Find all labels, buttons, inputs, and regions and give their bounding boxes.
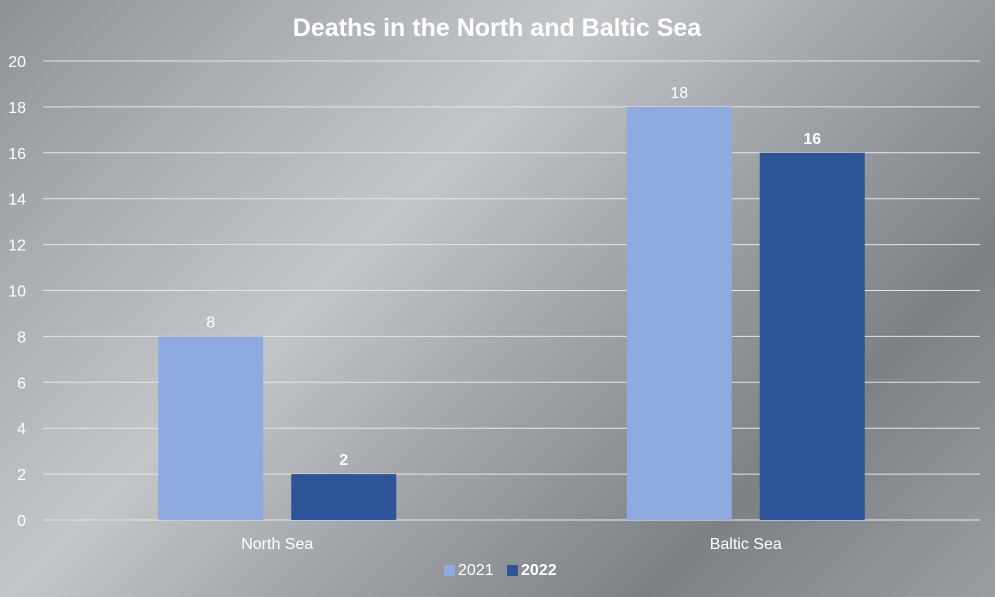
y-tick-label: 10 [8,284,26,301]
legend-label-2022: 2022 [521,562,557,579]
bar-baltic-sea-2022 [759,152,865,521]
y-axis-ticks: 0 2 4 6 8 10 12 14 16 18 20 [8,54,26,530]
y-tick-label: 4 [17,421,26,438]
data-label: 8 [206,314,215,331]
y-tick-label: 12 [8,238,26,255]
y-tick-label: 14 [8,192,26,209]
y-tick-label: 20 [8,54,26,71]
x-axis-ticks: North Sea Baltic Sea [241,536,782,553]
legend-label-2021: 2021 [458,562,494,579]
chart-title: Deaths in the North and Baltic Sea [293,14,703,42]
legend-swatch-2022 [507,565,518,576]
y-tick-label: 16 [8,146,26,163]
bar-baltic-sea-2021 [626,106,732,521]
data-labels: 8 2 18 16 [206,85,821,469]
y-tick-label: 0 [17,513,26,530]
x-tick-label: North Sea [241,536,313,553]
bar-north-sea-2022 [291,474,397,520]
y-tick-label: 18 [8,100,26,117]
bar-north-sea-2021 [158,336,264,520]
bars [158,106,865,521]
x-tick-label: Baltic Sea [710,536,782,553]
y-tick-label: 2 [17,467,26,484]
data-label: 2 [339,452,348,469]
y-tick-label: 8 [17,329,26,346]
data-label: 18 [670,85,688,102]
y-tick-label: 6 [17,375,26,392]
data-label: 16 [803,131,821,148]
legend-swatch-2021 [444,565,455,576]
legend: 2021 2022 [444,562,557,579]
